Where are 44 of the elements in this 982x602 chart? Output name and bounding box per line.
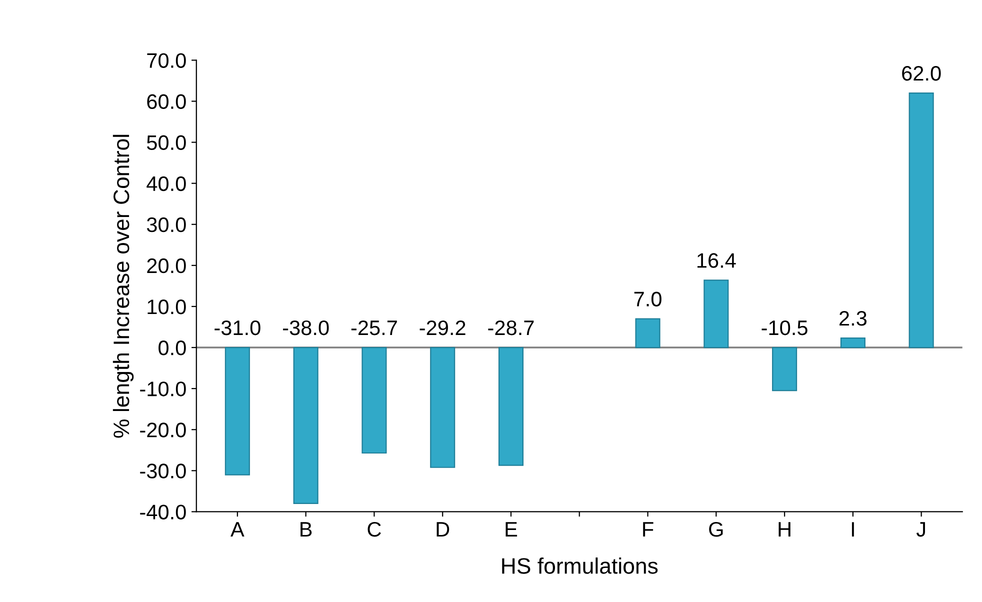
y-axis-title: % length Increase over Control [112,134,134,438]
data-label: -31.0 [214,320,260,336]
bar [430,346,456,468]
data-label: -25.7 [351,320,397,336]
x-tick-label: F [643,522,654,537]
bar [840,338,866,348]
bar [908,92,934,348]
y-tick-label: -20.0 [140,422,186,438]
bar [772,346,798,392]
y-tick-label: 60.0 [147,94,186,109]
x-tick-label: C [368,522,381,537]
data-label: 2.3 [840,311,867,326]
x-tick-label: E [506,522,518,537]
data-label: 16.4 [697,253,736,268]
x-tick-label: G [709,522,723,537]
bar [498,346,524,466]
y-tick-label: 0.0 [158,340,186,356]
bar [635,318,660,348]
bar [224,346,250,476]
y-tick-label: 70.0 [147,53,186,68]
x-axis-title: HS formulations [502,558,658,574]
data-label: 62.0 [902,66,941,81]
data-label: -29.2 [420,320,466,336]
y-tick-label: 40.0 [146,176,186,192]
x-tick-label: D [436,522,450,537]
y-tick-label: 20.0 [147,258,186,274]
bar [704,280,729,348]
data-label: -10.5 [762,320,808,336]
x-tick-label: J [916,522,925,537]
data-label: -28.7 [488,320,534,336]
x-tick-label: A [230,522,244,537]
y-tick-label: -10.0 [140,382,186,396]
y-tick-label: 50.0 [146,135,186,150]
x-tick-label: H [778,522,790,537]
data-label: -38.0 [283,320,329,336]
x-tick-label: B [300,522,312,537]
y-tick-label: -30.0 [140,464,186,478]
bar [362,346,387,454]
x-tick-label: I [852,522,854,537]
data-label: 7.0 [634,292,662,306]
y-tick-label: 10.0 [148,299,186,314]
y-tick-label: -40.0 [140,504,186,520]
bar [293,346,318,504]
y-tick-label: 30.0 [146,217,186,232]
